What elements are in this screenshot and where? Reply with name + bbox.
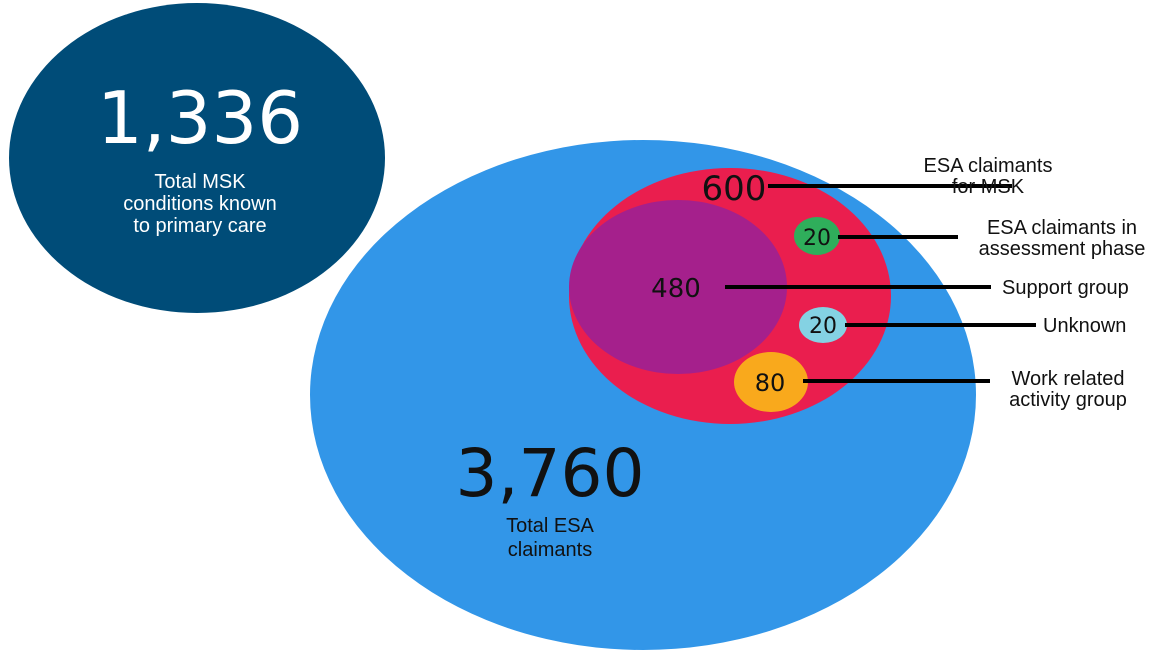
- wrag-value: 80: [755, 369, 786, 397]
- esa-msk-value: 600: [702, 169, 767, 209]
- assessment-value: 20: [803, 226, 831, 251]
- msk-value: 1,336: [97, 76, 303, 160]
- unknown-value: 20: [809, 314, 837, 339]
- msk-label-line-1: Total MSK: [154, 171, 246, 193]
- wrag-label-line-2: activity group: [1009, 389, 1127, 411]
- unknown-label: Unknown: [1043, 315, 1126, 337]
- wrag-label-line-1: Work related: [1011, 368, 1124, 390]
- esa-msk-label-line-2: for MSK: [952, 176, 1025, 198]
- wrag-circle: [734, 352, 808, 412]
- msk-label-line-3: to primary care: [133, 215, 266, 237]
- leader-lines: [725, 184, 1036, 383]
- support-group-circle: [569, 200, 787, 374]
- msk-label-line-2: conditions known: [123, 193, 276, 215]
- assessment-label-line-1: ESA claimants in: [987, 217, 1137, 239]
- support-group-label: Support group: [1002, 277, 1129, 299]
- esa-total-label-line-1: Total ESA: [506, 515, 594, 537]
- esa-total-value: 3,760: [456, 435, 645, 512]
- unknown-circle: [799, 307, 847, 343]
- assessment-circle: [794, 217, 840, 255]
- msk-circle: [9, 3, 385, 313]
- esa-total-label-line-2: claimants: [508, 539, 592, 561]
- esa-msk-label-line-1: ESA claimants: [924, 155, 1053, 177]
- support-group-value: 480: [651, 274, 701, 304]
- assessment-label-line-2: assessment phase: [979, 238, 1146, 260]
